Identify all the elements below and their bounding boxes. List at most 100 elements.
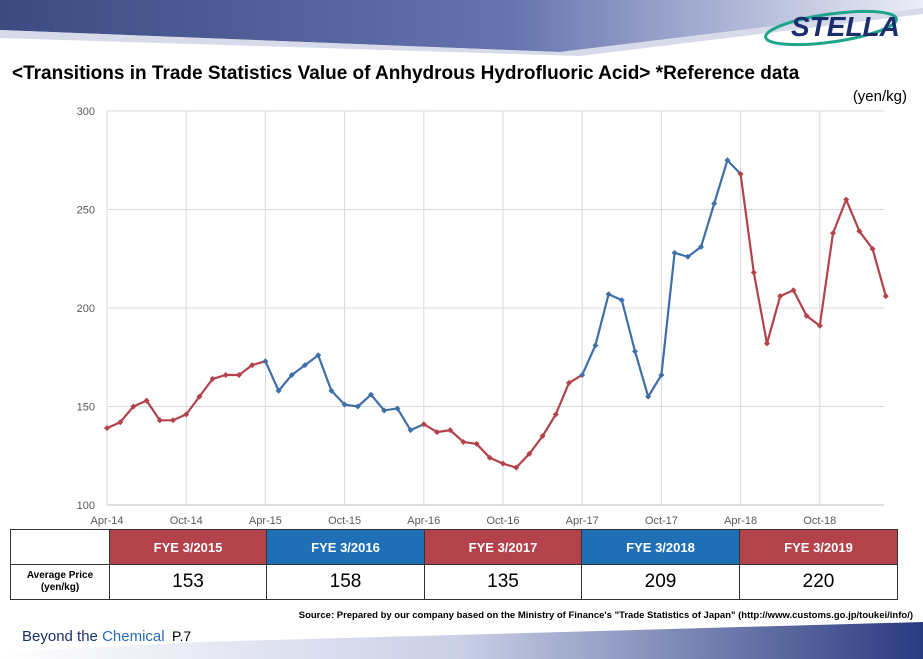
data-point xyxy=(539,433,546,440)
data-point xyxy=(856,228,863,235)
data-point xyxy=(354,403,361,410)
data-point xyxy=(830,230,836,237)
data-point xyxy=(552,411,559,418)
data-point xyxy=(183,411,190,418)
data-point xyxy=(790,287,797,294)
fiscal-year-header-row: FYE 3/2015 FYE 3/2016 FYE 3/2017 FYE 3/2… xyxy=(10,529,898,565)
fye-2016-header: FYE 3/2016 xyxy=(266,529,425,565)
data-point xyxy=(724,157,731,164)
data-point xyxy=(605,291,612,298)
data-point xyxy=(526,450,533,457)
data-point xyxy=(196,393,203,400)
unit-label: (yen/kg) xyxy=(852,88,907,105)
x-tick-label: Oct-15 xyxy=(328,515,361,527)
data-point xyxy=(658,371,665,378)
data-point xyxy=(460,438,467,445)
data-point xyxy=(579,371,586,378)
data-point xyxy=(618,297,625,304)
data-point xyxy=(249,362,256,369)
average-price-label-line1: Average Price xyxy=(26,570,94,581)
fye-2017-header: FYE 3/2017 xyxy=(424,529,582,565)
footer-band xyxy=(0,622,923,659)
data-point xyxy=(816,322,823,329)
data-point xyxy=(434,429,440,436)
data-point xyxy=(882,293,889,300)
data-point xyxy=(328,387,335,394)
data-point xyxy=(130,403,137,410)
fye-2019-value: 220 xyxy=(739,564,898,600)
data-point xyxy=(632,348,638,355)
data-point xyxy=(315,352,322,359)
data-point xyxy=(447,427,454,434)
data-point xyxy=(381,407,388,414)
data-point xyxy=(764,340,770,347)
x-tick-label: Oct-14 xyxy=(170,515,203,527)
fye-2018-value: 209 xyxy=(581,564,740,600)
data-point xyxy=(394,405,401,412)
data-point xyxy=(407,427,414,434)
series-line xyxy=(739,173,887,345)
x-tick-label: Apr-14 xyxy=(90,515,123,527)
x-tick-label: Apr-16 xyxy=(407,515,440,527)
data-point xyxy=(262,358,269,365)
brand-text: Beyond the xyxy=(22,628,103,645)
data-point xyxy=(750,269,757,276)
data-point xyxy=(473,440,480,447)
header-band xyxy=(0,0,923,58)
data-point xyxy=(843,196,850,203)
fye-2015-header: FYE 3/2015 xyxy=(109,529,267,565)
average-price-label-line2: (yen/kg) xyxy=(40,582,80,593)
average-price-table: FYE 3/2015 FYE 3/2016 FYE 3/2017 FYE 3/2… xyxy=(10,529,898,600)
y-tick-label: 200 xyxy=(77,303,95,315)
x-tick-label: Apr-17 xyxy=(566,515,599,527)
fye-2018-header: FYE 3/2018 xyxy=(581,529,740,565)
footer-brand: Beyond the Chemical xyxy=(22,628,165,645)
data-point xyxy=(156,417,163,424)
data-point xyxy=(236,371,242,378)
data-point xyxy=(684,253,691,260)
x-tick-label: Oct-17 xyxy=(645,515,678,527)
x-tick-label: Apr-15 xyxy=(249,515,282,527)
price-line-chart: 100 150 200 250 300 Apr-14 Oct-14 Apr-15 Oct-15 A… xyxy=(77,106,889,527)
fye-2017-value: 135 xyxy=(424,564,582,600)
x-tick-label: Oct-16 xyxy=(486,515,519,527)
empty-header-cell xyxy=(10,529,110,565)
fye-2019-header: FYE 3/2019 xyxy=(739,529,898,565)
data-point xyxy=(592,342,599,349)
y-tick-label: 300 xyxy=(77,106,95,118)
data-point xyxy=(737,171,744,178)
data-point xyxy=(275,387,282,394)
fye-2015-value: 153 xyxy=(109,564,267,600)
company-logo: STELLA xyxy=(764,9,900,47)
average-price-label: Average Price (yen/kg) xyxy=(10,564,110,600)
data-point xyxy=(420,421,427,428)
data-point xyxy=(671,249,678,256)
data-point xyxy=(645,393,652,400)
data-point xyxy=(777,293,784,300)
data-point xyxy=(803,312,810,319)
data-point xyxy=(143,397,150,404)
y-tick-label: 250 xyxy=(77,205,95,217)
data-point xyxy=(341,401,348,408)
data-point xyxy=(513,464,520,471)
data-point xyxy=(698,243,704,250)
data-point xyxy=(209,375,216,382)
data-point xyxy=(566,379,572,386)
data-point xyxy=(711,200,718,207)
fye-2016-value: 158 xyxy=(266,564,425,600)
data-point xyxy=(170,417,176,424)
x-tick-label: Apr-18 xyxy=(724,515,757,527)
data-point xyxy=(500,460,506,467)
data-point xyxy=(117,419,124,426)
svg-text:STELLA: STELLA xyxy=(791,11,900,42)
data-point xyxy=(222,371,229,378)
data-point xyxy=(869,245,876,252)
y-tick-label: 100 xyxy=(77,500,95,512)
x-tick-label: Oct-18 xyxy=(803,515,836,527)
source-note: Source: Prepared by our company based on… xyxy=(298,610,913,621)
data-point xyxy=(288,371,295,378)
brand-text-chemical: Chemical xyxy=(102,628,165,645)
data-point xyxy=(486,454,493,461)
y-tick-label: 150 xyxy=(77,402,95,414)
page-number: P.7 xyxy=(172,628,192,644)
